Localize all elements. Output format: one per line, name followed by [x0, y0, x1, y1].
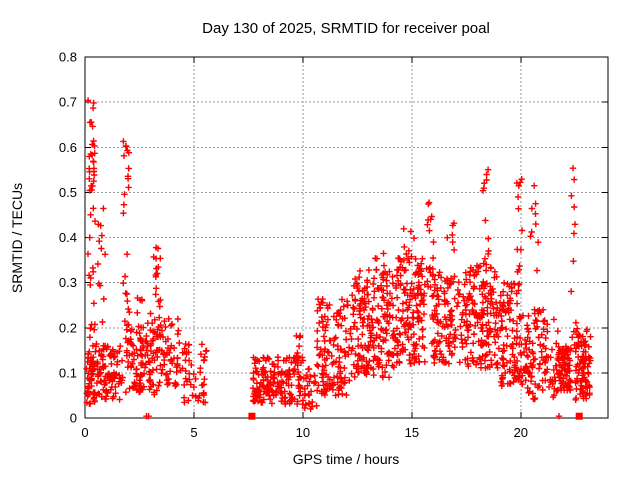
- plot-frame: [84, 56, 609, 419]
- x-axis-label: GPS time / hours: [293, 451, 400, 467]
- y-tick-label: 0.3: [59, 275, 77, 290]
- y-tick-label: 0.7: [59, 95, 77, 110]
- y-tick-label: 0.2: [59, 320, 77, 335]
- square-data-point: [248, 412, 256, 420]
- y-tick-labels: 0 0.1 0.2 0.3 0.4 0.5 0.6 0.7 0.8: [59, 50, 77, 426]
- chart-title: Day 130 of 2025, SRMTID for receiver poa…: [202, 20, 490, 37]
- y-tick-label: 0.5: [59, 185, 77, 200]
- y-tick-label: 0: [70, 411, 77, 426]
- x-tick-label: 5: [190, 425, 197, 440]
- y-axis-label: SRMTID / TECUs: [9, 183, 25, 293]
- y-tick-label: 0.1: [59, 365, 77, 380]
- x-tick-label: 15: [405, 425, 419, 440]
- x-tick-labels: 0 5 10 15 20: [81, 425, 528, 440]
- x-tick-label: 10: [296, 425, 310, 440]
- scatter-data-points: [83, 97, 594, 420]
- y-tick-label: 0.6: [59, 140, 77, 155]
- square-data-point: [575, 412, 583, 420]
- x-tick-label: 0: [81, 425, 88, 440]
- scatter-flag-points: [248, 412, 583, 420]
- y-tick-label: 0.8: [59, 50, 77, 65]
- y-tick-label: 0.4: [59, 230, 77, 245]
- x-tick-label: 20: [514, 425, 528, 440]
